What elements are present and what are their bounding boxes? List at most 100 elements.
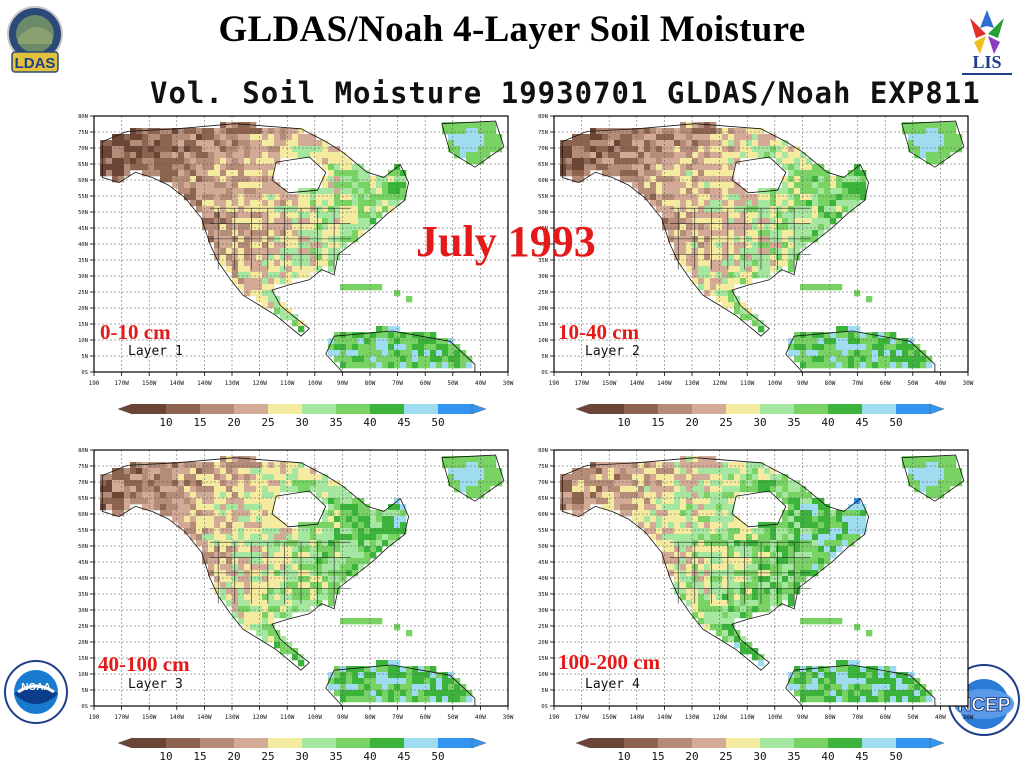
colorbar-tick-label: 20 xyxy=(227,750,240,763)
colorbar-tick-label: 50 xyxy=(431,750,444,763)
coastline-south-america xyxy=(785,664,936,707)
y-tick-label: 45N xyxy=(78,560,88,566)
y-tick-label: 60N xyxy=(538,512,548,518)
coastline-greenland xyxy=(901,454,965,502)
y-tick-label: 80N xyxy=(78,448,88,454)
colorbar-tick-label: 35 xyxy=(787,750,800,763)
colorbar-swatch xyxy=(726,404,760,414)
colorbar-swatch xyxy=(862,404,896,414)
layer-label-1: Layer 1 xyxy=(128,344,183,359)
x-tick-label: 60W xyxy=(880,380,891,387)
y-tick-label: 15N xyxy=(78,322,88,328)
y-tick-label: 55N xyxy=(538,194,548,200)
x-tick-label: 70W xyxy=(852,380,863,387)
legend-layer-1: 10 15 20 25 30 35 40 45 50 xyxy=(117,402,487,432)
x-tick-label: 190 xyxy=(549,380,560,387)
colorbar-arrow-high xyxy=(929,403,945,415)
colorbar-tick-label: 40 xyxy=(363,416,376,429)
y-tick-label: 75N xyxy=(78,464,88,470)
coastline-greenland xyxy=(441,120,505,168)
x-tick-label: 130W xyxy=(225,714,240,721)
svg-text:LIS: LIS xyxy=(972,52,1001,72)
colorbar-swatch xyxy=(370,404,404,414)
colorbar-swatch xyxy=(760,404,794,414)
x-tick-label: 110W xyxy=(740,380,755,387)
y-tick-label: 10N xyxy=(78,338,88,344)
depth-label-1: 0-10 cm xyxy=(100,320,171,344)
colorbar-tick-label: 35 xyxy=(329,416,342,429)
chart-subtitle: Vol. Soil Moisture 19930701 GLDAS/Noah E… xyxy=(150,76,981,110)
colorbar-tick-label: 25 xyxy=(719,750,732,763)
x-tick-label: 40W xyxy=(475,714,486,721)
colorbar-tick-label: 10 xyxy=(617,416,630,429)
colorbar-tick-label: 15 xyxy=(193,416,206,429)
y-tick-label: 10N xyxy=(538,672,548,678)
map-panel-layer-4: 190 170W 150W 140W 140W 130W 120W 110W 100W 90W 80… xyxy=(536,440,976,775)
colorbar-swatch xyxy=(828,404,862,414)
y-tick-label: 25N xyxy=(78,624,88,630)
colorbar-tick-label: 45 xyxy=(397,416,410,429)
y-tick-label: 20N xyxy=(78,640,88,646)
y-tick-label: 55N xyxy=(78,194,88,200)
x-tick-label: 170W xyxy=(114,380,129,387)
x-tick-label: 90W xyxy=(797,714,808,721)
layer-label-3: Layer 3 xyxy=(128,677,183,692)
x-tick-label: 40W xyxy=(935,380,946,387)
colorbar-tick-label: 40 xyxy=(363,750,376,763)
x-tick-label: 170W xyxy=(574,380,589,387)
political-borders xyxy=(669,541,811,604)
x-tick-label: 120W xyxy=(712,714,727,721)
colorbar-tick-label: 40 xyxy=(821,416,834,429)
colorbar-tick-label: 15 xyxy=(193,750,206,763)
y-tick-label: 60N xyxy=(78,178,88,184)
y-tick-label: 80N xyxy=(538,114,548,120)
map-panel-layer-3: 190 170W 150W 140W 140W 130W 120W 110W 100W 90W 80… xyxy=(76,440,516,775)
colorbar-swatch xyxy=(166,404,200,414)
colorbar-swatch xyxy=(896,738,930,748)
y-tick-label: 75N xyxy=(538,130,548,136)
x-tick-label: 70W xyxy=(392,714,403,721)
colorbar-svg: 10 15 20 25 30 35 40 45 50 xyxy=(117,737,487,763)
y-tick-label: 40N xyxy=(78,576,88,582)
x-tick-label: 190 xyxy=(89,714,100,721)
x-tick-label: 70W xyxy=(852,714,863,721)
colorbar-swatch xyxy=(862,738,896,748)
y-tick-label: 5N xyxy=(541,354,548,360)
colorbar-swatch xyxy=(624,738,658,748)
coastline-south-america xyxy=(785,330,936,373)
x-tick-label: 190 xyxy=(549,714,560,721)
y-tick-label: 5N xyxy=(81,354,88,360)
y-tick-label: 80N xyxy=(538,448,548,454)
colorbar-swatch xyxy=(200,738,234,748)
ldas-logo: LDAS xyxy=(6,4,64,76)
colorbar-arrow-low xyxy=(117,737,133,749)
colorbar-tick-label: 50 xyxy=(431,416,444,429)
y-tick-label: 0S xyxy=(81,704,88,710)
colorbar-swatch xyxy=(268,404,302,414)
noaa-logo: NOAA xyxy=(4,660,68,724)
map-svg: 190 170W 150W 140W 140W 130W 120W 110W 100W 90W 80… xyxy=(538,448,974,721)
y-tick-label: 45N xyxy=(78,226,88,232)
y-tick-label: 35N xyxy=(538,258,548,264)
x-tick-label: 30W xyxy=(963,714,974,721)
colorbar-svg: 10 15 20 25 30 35 40 45 50 xyxy=(117,403,487,429)
colorbar-swatch xyxy=(760,738,794,748)
y-tick-label: 55N xyxy=(538,528,548,534)
colorbar-swatch xyxy=(268,738,302,748)
colorbar-tick-label: 25 xyxy=(719,416,732,429)
legend-layer-3: 10 15 20 25 30 35 40 45 50 xyxy=(117,736,487,766)
x-tick-label: 170W xyxy=(574,714,589,721)
x-tick-label: 60W xyxy=(420,380,431,387)
colorbar-swatch xyxy=(896,404,930,414)
map-svg: 190 170W 150W 140W 140W 130W 120W 110W 100W 90W 80… xyxy=(78,114,514,387)
y-tick-label: 50N xyxy=(538,544,548,550)
y-tick-label: 50N xyxy=(78,210,88,216)
y-tick-label: 40N xyxy=(538,576,548,582)
x-tick-label: 110W xyxy=(280,714,295,721)
y-tick-label: 65N xyxy=(78,496,88,502)
y-tick-label: 40N xyxy=(538,242,548,248)
y-tick-label: 10N xyxy=(538,338,548,344)
depth-label-4: 100-200 cm xyxy=(558,650,661,674)
colorbar-tick-label: 15 xyxy=(651,416,664,429)
y-tick-label: 65N xyxy=(538,162,548,168)
